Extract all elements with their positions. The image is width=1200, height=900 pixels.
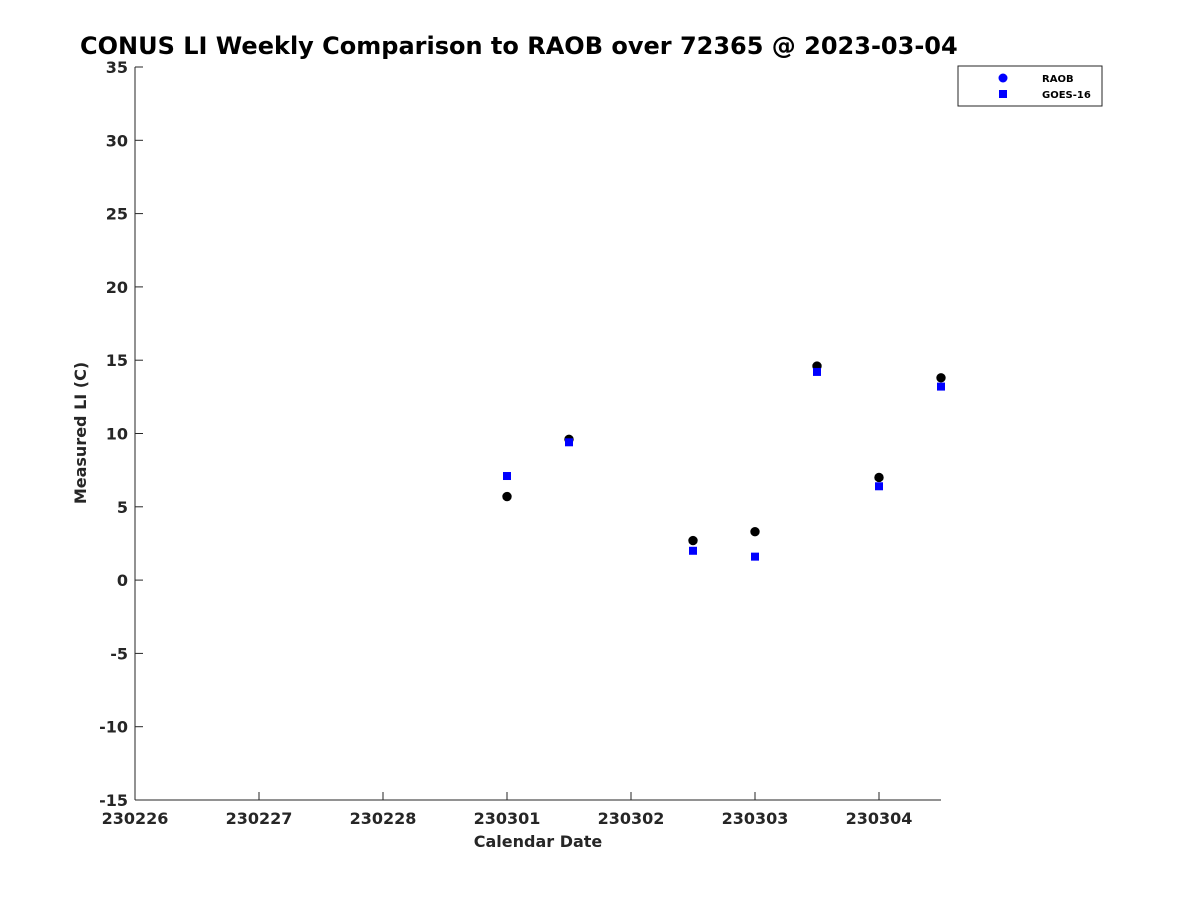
x-axis-label: Calendar Date [474, 832, 603, 851]
goes-16-point [565, 438, 573, 447]
goes-16-point [937, 382, 945, 391]
raob-point [502, 491, 512, 502]
legend-marker-raob [998, 73, 1008, 83]
goes-16-point [875, 482, 883, 491]
legend-label: GOES-16 [1042, 90, 1091, 101]
goes-16-point [689, 546, 697, 555]
y-tick-label: 15 [106, 351, 128, 370]
y-tick-label: 10 [106, 425, 128, 444]
goes-16-point [503, 472, 511, 481]
y-axis-label: Measured LI (C) [71, 362, 90, 504]
raob-point [936, 373, 946, 383]
x-tick-label: 230227 [226, 809, 293, 828]
legend-marker-goes-16 [999, 90, 1007, 98]
raob-point [750, 527, 760, 537]
y-tick-label: -15 [99, 791, 128, 810]
raob-point [874, 472, 884, 483]
x-tick-label: 230226 [102, 809, 169, 828]
y-tick-label: 35 [106, 58, 128, 77]
y-tick-label: 25 [106, 205, 128, 224]
legend-box [957, 65, 1103, 107]
y-tick-label: -5 [110, 644, 128, 663]
y-tick-label: 0 [117, 571, 128, 590]
y-tick-label: 20 [106, 278, 128, 297]
raob-point [688, 535, 698, 546]
y-tick-label: -10 [99, 718, 128, 737]
x-tick-label: 230303 [722, 809, 789, 828]
goes-16-point [813, 367, 821, 376]
goes-16-point [751, 552, 759, 561]
plot-axes [134, 67, 941, 801]
legend: RAOB GOES-16 [957, 65, 1103, 107]
data-points [502, 361, 946, 561]
x-axis-ticks: 230226 230227 230228 230301 230302 230303 2303… [102, 792, 913, 828]
chart-title: CONUS LI Weekly Comparison to RAOB over … [80, 32, 958, 60]
y-axis-ticks: 35 30 25 20 15 10 5 0 -5 -10 -15 [99, 58, 143, 810]
y-tick-label: 5 [117, 498, 128, 517]
x-tick-label: 230228 [350, 809, 417, 828]
x-tick-label: 230304 [846, 809, 913, 828]
legend-label: RAOB [1042, 74, 1074, 85]
y-tick-label: 30 [106, 131, 128, 150]
x-tick-label: 230302 [598, 809, 665, 828]
x-tick-label: 230301 [474, 809, 541, 828]
